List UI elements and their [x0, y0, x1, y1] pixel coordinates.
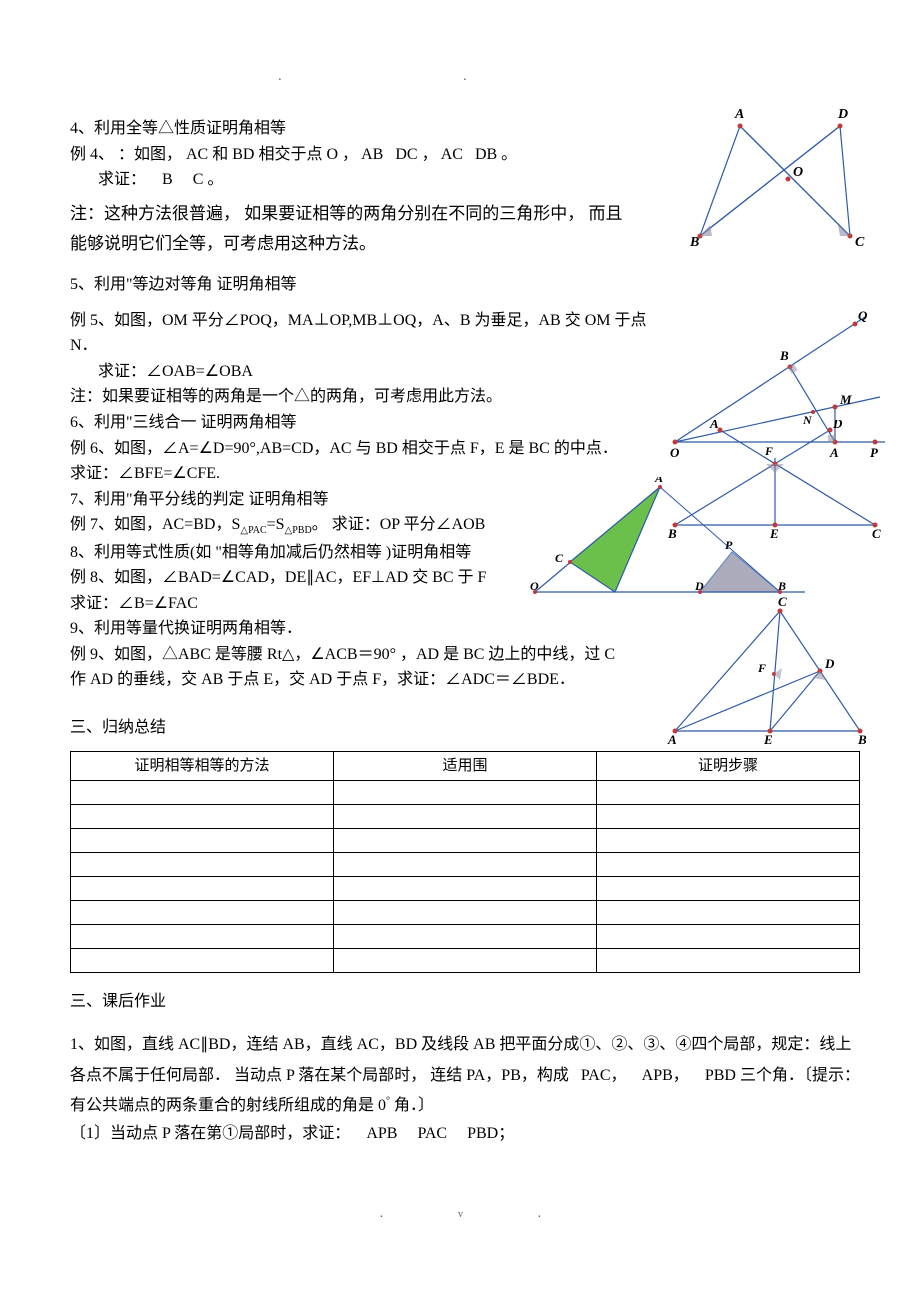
svg-text:F: F: [757, 661, 766, 675]
p4-l2c: C 。: [193, 171, 224, 188]
table-header-row: 证明相等相等的方法 适用围 证明步骤: [71, 751, 860, 780]
table-row: [71, 804, 860, 828]
svg-text:D: D: [824, 656, 835, 671]
svg-text:A: A: [734, 107, 744, 122]
p4-note: 注：这种方法很普遍， 如果要证相等的两角分别在不同的三角形中， 而且能够说明它们…: [70, 199, 630, 260]
p7-sub2: △PBD: [285, 526, 312, 537]
svg-text:C: C: [872, 526, 881, 540]
hw1-2b: APB: [366, 1125, 397, 1142]
svg-text:O: O: [793, 165, 803, 180]
p4-l1a: 例 4、 ：如图， AC 和 BD 相交于点 O ， AB: [70, 146, 383, 163]
hw1-e: 角．〕: [394, 1097, 434, 1114]
p7-sub1: △PAC: [240, 526, 266, 537]
p4-l2a: 求证：: [98, 171, 146, 188]
svg-text:O: O: [530, 579, 539, 593]
svg-text:A: A: [709, 420, 719, 431]
section-6: B C E A D F 6、利用"三线合一 证明两角相等 例 6、如图，∠A=∠…: [70, 410, 860, 487]
svg-text:F: F: [764, 444, 773, 458]
hw1-2c: PAC: [417, 1125, 447, 1142]
hw1-c: APB，: [642, 1067, 689, 1084]
table-row: [71, 900, 860, 924]
figure-4: B C A D O: [690, 106, 890, 246]
p5-line1: 例 5、如图，OM 平分∠POQ，MA⊥OP,MB⊥OQ，A、B 为垂足，AB …: [70, 308, 670, 359]
p7-l1b: =S: [267, 516, 285, 533]
figure-7: O A C D B P: [530, 477, 810, 597]
p4-l2b: B: [162, 171, 173, 188]
th-1: 证明相等相等的方法: [71, 751, 334, 780]
svg-text:P: P: [725, 538, 733, 552]
th-2: 适用围: [334, 751, 597, 780]
svg-text:D: D: [832, 420, 843, 431]
table-row: [71, 948, 860, 972]
svg-text:E: E: [763, 732, 773, 746]
svg-text:C: C: [555, 551, 564, 565]
svg-text:C: C: [855, 235, 865, 246]
section-9: A B C E D F 9、利用等量代换证明两角相等． 例 9、如图，△ABC …: [70, 616, 860, 693]
table-row: [71, 852, 860, 876]
table-row: [71, 876, 860, 900]
p4-l1c: DB 。: [475, 146, 517, 163]
table-row: [71, 828, 860, 852]
section-5: 5、利用"等边对等角 证明角相等 O A P B Q M N 例 5、如图，OM…: [70, 272, 860, 410]
svg-text:A: A: [667, 732, 677, 746]
hw1-b: PAC，: [581, 1067, 627, 1084]
svg-text:B: B: [857, 732, 867, 746]
hw1-sub: 〔1〕当动点 P 落在第①局部时，求证： APB PAC PBD；: [70, 1121, 860, 1147]
table-row: [71, 924, 860, 948]
figure-9: A B C E D F: [660, 596, 880, 746]
header-dots: ．．: [70, 70, 860, 86]
table-row: [71, 780, 860, 804]
svg-text:B: B: [779, 348, 789, 363]
p5-title: 5、利用"等边对等角 证明角相等: [70, 272, 860, 298]
summary-table: 证明相等相等的方法 适用围 证明步骤: [70, 751, 860, 973]
section-4: B C A D O 4、利用全等△性质证明角相等 例 4、 ：如图， AC 和 …: [70, 116, 860, 260]
svg-text:M: M: [839, 392, 852, 407]
p4-l1b: DC ， AC: [395, 146, 463, 163]
hw1-2a: 〔1〕当动点 P 落在第①局部时，求证：: [70, 1125, 350, 1142]
homework-title: 三、课后作业: [70, 989, 860, 1015]
p7-l1a: 例 7、如图，AC=BD，S: [70, 516, 240, 533]
p7-l1c: 。 求证：OP 平分∠AOB: [312, 516, 486, 533]
th-3: 证明步骤: [597, 751, 860, 780]
svg-text:D: D: [837, 107, 848, 122]
hw1-2d: PBD；: [467, 1125, 514, 1142]
p9-line1: 例 9、如图，△ABC 是等腰 Rt△，∠ACB＝90° ，AD 是 BC 边上…: [70, 642, 630, 693]
svg-text:B: B: [777, 579, 786, 593]
svg-text:D: D: [694, 579, 704, 593]
svg-text:B: B: [690, 235, 699, 246]
svg-text:A: A: [654, 477, 663, 485]
page-footer: ． v ．: [70, 1207, 860, 1223]
svg-text:Q: Q: [858, 308, 868, 323]
hw1: 1、如图，直线 AC∥BD，连结 AB，直线 AC，BD 及线段 AB 把平面分…: [70, 1030, 860, 1121]
p6-line1: 例 6、如图，∠A=∠D=90°,AB=CD，AC 与 BD 相交于点 F，E …: [70, 436, 650, 462]
svg-text:C: C: [778, 596, 787, 609]
